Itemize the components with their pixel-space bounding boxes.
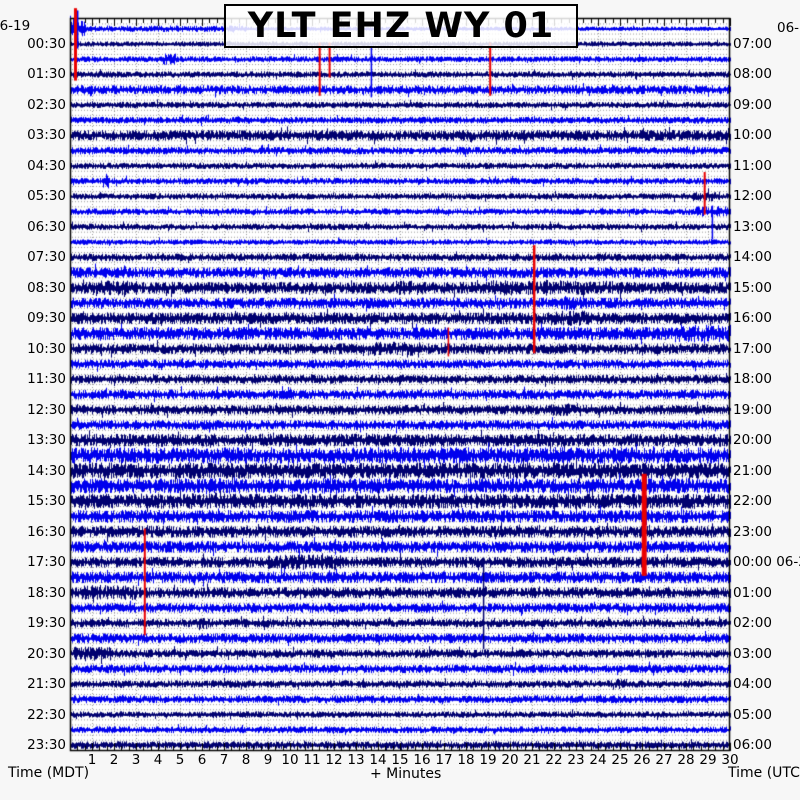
- left-time-label: 13:30: [27, 432, 66, 448]
- left-time-label: 23:30: [27, 737, 66, 753]
- right-time-label: 18:00: [733, 371, 772, 387]
- left-time-label: 11:30: [27, 371, 66, 387]
- right-time-label: 14:00: [733, 249, 772, 265]
- left-time-label: 22:30: [27, 707, 66, 723]
- minute-tick-label: 24: [589, 752, 607, 768]
- minute-tick-label: 9: [263, 752, 273, 768]
- left-time-label: 04:30: [27, 158, 66, 174]
- left-time-label: 14:30: [27, 463, 66, 479]
- left-time-label: 20:30: [27, 646, 66, 662]
- right-time-label: 08:00: [733, 66, 772, 82]
- minute-tick-label: 4: [153, 752, 163, 768]
- date-label-top-right: 06-19: [777, 20, 800, 36]
- right-time-label: 05:00: [733, 707, 772, 723]
- right-time-label: 16:00: [733, 310, 772, 326]
- right-time-label: 21:00: [733, 463, 772, 479]
- minute-tick-label: 22: [545, 752, 563, 768]
- minute-tick-label: 7: [219, 752, 229, 768]
- right-time-label: 20:00: [733, 432, 772, 448]
- minute-tick-label: 19: [479, 752, 497, 768]
- right-axis-label: Time (UTC): [728, 765, 800, 781]
- minute-tick-label: 11: [303, 752, 321, 768]
- right-time-label: 15:00: [733, 280, 772, 296]
- left-time-label: 00:30: [27, 36, 66, 52]
- minute-tick-label: 6: [197, 752, 207, 768]
- minute-tick-label: 12: [325, 752, 343, 768]
- minute-tick-label: 1: [87, 752, 97, 768]
- left-axis-label: Time (MDT): [8, 765, 90, 781]
- left-time-label: 02:30: [27, 97, 66, 113]
- minute-tick-label: 5: [175, 752, 185, 768]
- left-time-label: 06:30: [27, 219, 66, 235]
- left-time-label: 09:30: [27, 310, 66, 326]
- minute-tick-label: 18: [457, 752, 475, 768]
- minute-tick-label: 27: [655, 752, 673, 768]
- minute-tick-label: 14: [369, 752, 387, 768]
- bottom-axis-label: + Minutes: [370, 766, 442, 782]
- left-time-label: 15:30: [27, 493, 66, 509]
- minute-tick-label: 28: [677, 752, 695, 768]
- left-time-label: 10:30: [27, 341, 66, 357]
- right-time-label: 22:00: [733, 493, 772, 509]
- left-time-label: 19:30: [27, 615, 66, 631]
- minute-tick-label: 16: [413, 752, 431, 768]
- left-time-label: 07:30: [27, 249, 66, 265]
- left-time-label: 12:30: [27, 402, 66, 418]
- left-time-label: 17:30: [27, 554, 66, 570]
- date-label-top-left: 06-19: [0, 18, 31, 34]
- left-time-label: 21:30: [27, 676, 66, 692]
- station-title: YLT EHZ WY 01: [247, 6, 555, 46]
- minute-tick-label: 23: [567, 752, 585, 768]
- minute-tick-label: 30: [721, 752, 739, 768]
- right-time-label: 12:00: [733, 188, 772, 204]
- minute-tick-label: 29: [699, 752, 717, 768]
- minute-tick-label: 2: [109, 752, 119, 768]
- station-title-box: YLT EHZ WY 01: [224, 4, 578, 48]
- right-time-label: 06:00: [733, 737, 772, 753]
- minute-tick-label: 20: [501, 752, 519, 768]
- right-time-label: 11:00: [733, 158, 772, 174]
- right-time-label: 07:00: [733, 36, 772, 52]
- left-time-label: 08:30: [27, 280, 66, 296]
- minute-tick-label: 25: [611, 752, 629, 768]
- minute-tick-label: 10: [281, 752, 299, 768]
- right-time-label: 09:00: [733, 97, 772, 113]
- left-time-label: 05:30: [27, 188, 66, 204]
- left-time-label: 16:30: [27, 524, 66, 540]
- minute-tick-label: 3: [131, 752, 141, 768]
- right-time-label: 03:00: [733, 646, 772, 662]
- right-time-label: 00:00 06-20: [733, 554, 800, 570]
- left-time-label: 03:30: [27, 127, 66, 143]
- right-time-label: 13:00: [733, 219, 772, 235]
- right-time-label: 23:00: [733, 524, 772, 540]
- left-time-label: 18:30: [27, 585, 66, 601]
- minute-tick-label: 26: [633, 752, 651, 768]
- minute-tick-label: 17: [435, 752, 453, 768]
- right-time-label: 02:00: [733, 615, 772, 631]
- left-time-label: 01:30: [27, 66, 66, 82]
- right-time-label: 19:00: [733, 402, 772, 418]
- minute-tick-label: 15: [391, 752, 409, 768]
- minute-tick-label: 8: [241, 752, 251, 768]
- minute-tick-label: 13: [347, 752, 365, 768]
- right-time-label: 01:00: [733, 585, 772, 601]
- right-time-label: 04:00: [733, 676, 772, 692]
- right-time-label: 17:00: [733, 341, 772, 357]
- right-time-label: 10:00: [733, 127, 772, 143]
- minute-tick-label: 21: [523, 752, 541, 768]
